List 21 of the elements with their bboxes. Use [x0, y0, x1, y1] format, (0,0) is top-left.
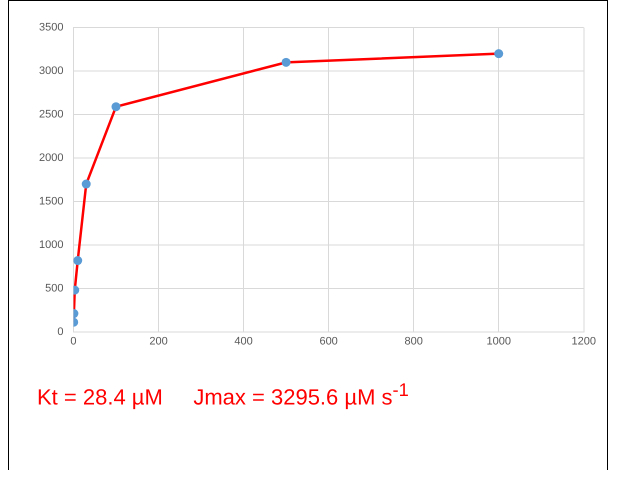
- x-tick-label: 200: [149, 335, 168, 348]
- x-tick-label: 400: [234, 335, 253, 348]
- point: [73, 256, 82, 266]
- x-tick-label: 0: [70, 335, 77, 348]
- point: [82, 180, 91, 189]
- y-tick-label: 3500: [38, 22, 64, 34]
- y-tick-label: 3000: [38, 65, 64, 78]
- point: [494, 49, 504, 58]
- y-tick-label: 1000: [38, 238, 64, 251]
- y-tick-label: 1500: [38, 195, 64, 208]
- y-tick-label: 2500: [38, 108, 64, 121]
- x-tick-label: 800: [404, 335, 423, 348]
- y-tick-label: 500: [45, 282, 64, 294]
- point: [111, 102, 120, 112]
- point: [282, 58, 291, 67]
- y-tick-label: 0: [57, 326, 64, 338]
- y-tick-label: 2000: [38, 152, 64, 164]
- text: Kt = 28.4 µM Jmax = 3295.6 µM s$^{-1}$: [37, 379, 409, 410]
- x-tick-label: 1000: [486, 335, 511, 348]
- x-tick-label: 1200: [572, 335, 596, 348]
- x-tick-label: 600: [319, 335, 338, 348]
